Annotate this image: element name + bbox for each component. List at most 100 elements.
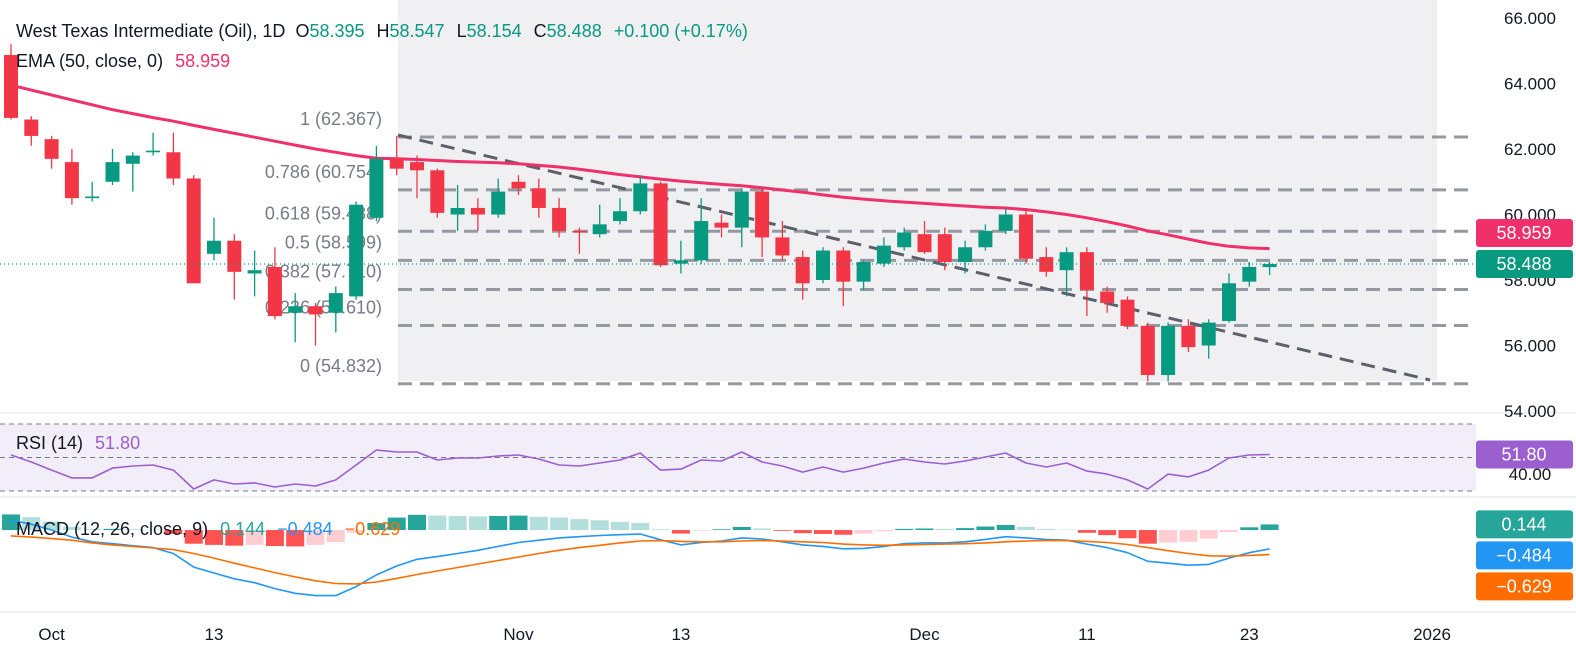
fib-label: 0.236 (56.610) [265, 298, 382, 318]
candle-body [166, 152, 181, 179]
candle-body [389, 158, 404, 169]
histogram-bar [550, 517, 569, 531]
candle-body [267, 266, 282, 317]
candle-body [998, 214, 1013, 231]
candle-body [795, 257, 810, 284]
macd-label-text: 0.144 [1501, 514, 1546, 534]
candle-body [105, 162, 120, 182]
candle-body [207, 240, 221, 254]
histogram-bar [326, 530, 345, 543]
price-legend: West Texas Intermediate (Oil), 1D O58.395… [16, 21, 748, 41]
candle-body [349, 204, 364, 297]
histogram-bar [692, 530, 711, 531]
candle-body [186, 178, 201, 284]
legend-value: 58.154 [467, 21, 522, 41]
candle-body [673, 260, 688, 264]
candle-body [470, 207, 485, 215]
histogram-bar [590, 520, 609, 531]
histogram-bar [915, 528, 934, 531]
legend-value: 0.144 [220, 519, 265, 539]
histogram-bar [245, 530, 264, 545]
histogram-bar [306, 530, 325, 545]
histogram-bar [1037, 528, 1056, 531]
x-tick-label: 2026 [1413, 625, 1451, 644]
histogram-bar [1118, 530, 1137, 539]
candle-body [592, 224, 607, 235]
histogram-bar [874, 530, 893, 532]
candle-body [146, 150, 161, 153]
candle-body [1242, 266, 1257, 282]
histogram-bar [367, 523, 386, 531]
candle-body [937, 234, 952, 263]
candle-body [125, 155, 140, 164]
candle-body [876, 245, 891, 264]
legend-change: +0.100 (+0.17%) [614, 21, 748, 41]
candle-body [85, 196, 100, 199]
histogram-bar [509, 515, 528, 531]
histogram-bar [468, 516, 487, 531]
candle-body [714, 222, 729, 228]
histogram-bar [651, 529, 670, 531]
histogram-bar [489, 516, 508, 531]
fib-label: 0 (54.832) [300, 356, 382, 376]
candle-body [1161, 325, 1176, 375]
candle-body [64, 162, 79, 199]
histogram-bar [62, 526, 81, 531]
histogram-bar [834, 530, 853, 535]
macd-line [10, 535, 1270, 585]
legend-label: C [534, 21, 547, 41]
candle-body [491, 191, 506, 215]
histogram-bar [1098, 530, 1117, 536]
candle-body [1201, 322, 1216, 346]
histogram-bar [1240, 527, 1259, 531]
histogram-bar [732, 526, 751, 531]
candle-body [531, 188, 546, 208]
histogram-bar [428, 515, 447, 531]
fib-label: 0.786 (60.754) [265, 162, 382, 182]
legend-value: 58.395 [309, 21, 364, 41]
histogram-bar [895, 528, 914, 531]
candle-body [978, 230, 993, 248]
trend-line [397, 133, 1431, 382]
candle-body [1100, 291, 1115, 303]
histogram-bar [1199, 530, 1218, 539]
histogram-bar [631, 523, 650, 531]
legend-series: EMA (50, close, 0) [16, 51, 163, 71]
macd-label-box [1476, 510, 1573, 539]
histogram-bar [570, 519, 589, 531]
histogram-bar [448, 516, 467, 531]
candle-body [410, 162, 424, 171]
y-tick-label: 40.00 [1509, 465, 1552, 484]
rsi-line [10, 449, 1270, 490]
rsi-legend: RSI (14) 51.80 [16, 433, 140, 453]
histogram-bar [1017, 526, 1035, 531]
histogram-bar [1159, 530, 1178, 543]
x-tick-label: 23 [1240, 625, 1259, 644]
macd-legend-layer: MACD (12, 26, close, 9) 0.144 −0.484 −0.629 [16, 519, 400, 539]
candle-body [1222, 283, 1236, 321]
ema-label-box [1476, 219, 1573, 248]
legend-value: 58.488 [547, 21, 602, 41]
histogram-bar [265, 530, 284, 547]
candle-body [755, 191, 770, 238]
candle-body [572, 230, 587, 233]
x-tick-label: 13 [671, 625, 690, 644]
legend-series: RSI (14) [16, 433, 83, 453]
candle-body [328, 293, 343, 313]
candle-body [633, 183, 648, 212]
candle-body [836, 250, 851, 282]
histogram-bar [103, 528, 122, 531]
candle-body [44, 139, 59, 159]
macd-label-box [1476, 541, 1573, 570]
y-tick-label: 56.000 [1504, 337, 1556, 356]
legend-value: 58.547 [390, 21, 445, 41]
histogram-bar [347, 530, 366, 533]
histogram-bar [225, 530, 244, 546]
histogram-bar [976, 526, 995, 531]
plot-group [0, 44, 1476, 597]
candle-body [816, 250, 830, 281]
histogram-bar [83, 528, 102, 531]
histogram-bar [286, 530, 305, 547]
histogram-bar [164, 530, 183, 534]
